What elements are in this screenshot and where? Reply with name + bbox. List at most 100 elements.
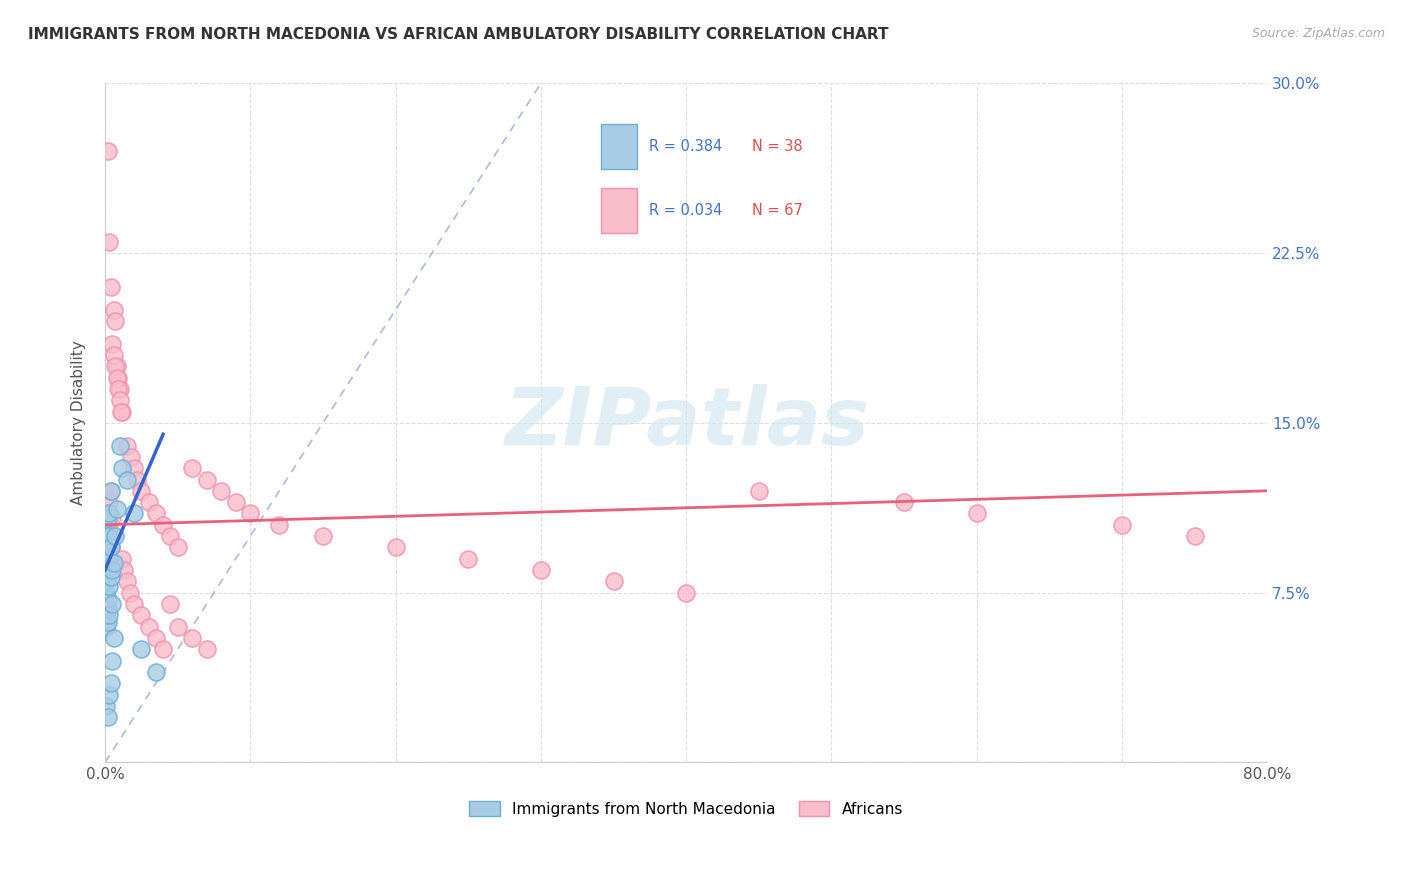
Point: [96, 551, 118, 566]
Point: [269, 517, 291, 532]
Point: [159, 529, 181, 543]
Point: [159, 597, 181, 611]
Point: [145, 507, 167, 521]
Point: [103, 302, 125, 317]
Point: [111, 404, 134, 418]
Point: [138, 495, 160, 509]
Point: [96, 533, 118, 548]
Point: [748, 483, 770, 498]
Point: [111, 461, 134, 475]
Point: [101, 336, 124, 351]
Point: [98, 235, 121, 249]
Point: [96, 585, 118, 599]
Point: [112, 563, 135, 577]
Point: [101, 529, 124, 543]
Point: [97, 541, 120, 555]
Point: [108, 393, 131, 408]
Text: ZIPatlas: ZIPatlas: [503, 384, 869, 462]
Point: [152, 642, 174, 657]
Point: [115, 574, 138, 589]
Point: [122, 507, 145, 521]
Point: [115, 439, 138, 453]
Point: [100, 483, 122, 498]
Point: [131, 608, 153, 623]
Point: [100, 570, 122, 584]
Text: Source: ZipAtlas.com: Source: ZipAtlas.com: [1251, 27, 1385, 40]
Point: [181, 631, 204, 645]
Point: [96, 563, 118, 577]
Point: [100, 541, 122, 555]
Point: [1111, 517, 1133, 532]
Point: [104, 359, 127, 374]
Point: [893, 495, 915, 509]
Point: [98, 688, 121, 702]
Point: [97, 601, 120, 615]
Point: [104, 314, 127, 328]
Point: [107, 382, 129, 396]
Point: [457, 551, 479, 566]
Point: [602, 574, 624, 589]
Point: [103, 348, 125, 362]
Point: [98, 579, 121, 593]
Point: [100, 483, 122, 498]
Text: IMMIGRANTS FROM NORTH MACEDONIA VS AFRICAN AMBULATORY DISABILITY CORRELATION CHA: IMMIGRANTS FROM NORTH MACEDONIA VS AFRIC…: [28, 27, 889, 42]
Point: [181, 461, 204, 475]
Point: [145, 665, 167, 679]
Point: [1184, 529, 1206, 543]
Point: [100, 676, 122, 690]
Point: [96, 511, 118, 525]
Point: [111, 551, 134, 566]
Legend: Immigrants from North Macedonia, Africans: Immigrants from North Macedonia, African…: [464, 795, 908, 822]
Point: [101, 511, 124, 525]
Point: [105, 502, 128, 516]
Point: [96, 597, 118, 611]
Point: [530, 563, 553, 577]
Point: [97, 592, 120, 607]
Point: [98, 495, 121, 509]
Point: [105, 370, 128, 384]
Point: [108, 439, 131, 453]
Point: [120, 450, 142, 464]
Point: [675, 585, 697, 599]
Point: [225, 495, 247, 509]
Point: [97, 507, 120, 521]
Point: [152, 517, 174, 532]
Point: [195, 642, 218, 657]
Point: [97, 529, 120, 543]
Point: [97, 529, 120, 543]
Point: [138, 620, 160, 634]
Point: [108, 382, 131, 396]
Point: [98, 507, 121, 521]
Point: [104, 529, 127, 543]
Point: [239, 507, 262, 521]
Point: [98, 517, 121, 532]
Point: [105, 359, 128, 374]
Point: [101, 597, 124, 611]
Point: [97, 710, 120, 724]
Point: [115, 473, 138, 487]
Point: [96, 608, 118, 623]
Y-axis label: Ambulatory Disability: Ambulatory Disability: [72, 341, 86, 505]
Point: [166, 541, 188, 555]
Point: [101, 654, 124, 668]
Point: [131, 483, 153, 498]
Point: [96, 620, 118, 634]
Point: [97, 615, 120, 629]
Point: [110, 404, 132, 418]
Point: [384, 541, 406, 555]
Point: [122, 461, 145, 475]
Point: [312, 529, 335, 543]
Point: [145, 631, 167, 645]
Point: [96, 574, 118, 589]
Point: [966, 507, 988, 521]
Point: [125, 473, 148, 487]
Point: [209, 483, 232, 498]
Point: [98, 551, 121, 566]
Point: [100, 541, 122, 555]
Point: [103, 631, 125, 645]
Point: [96, 698, 118, 713]
Point: [166, 620, 188, 634]
Point: [98, 608, 121, 623]
Point: [97, 511, 120, 525]
Point: [100, 280, 122, 294]
